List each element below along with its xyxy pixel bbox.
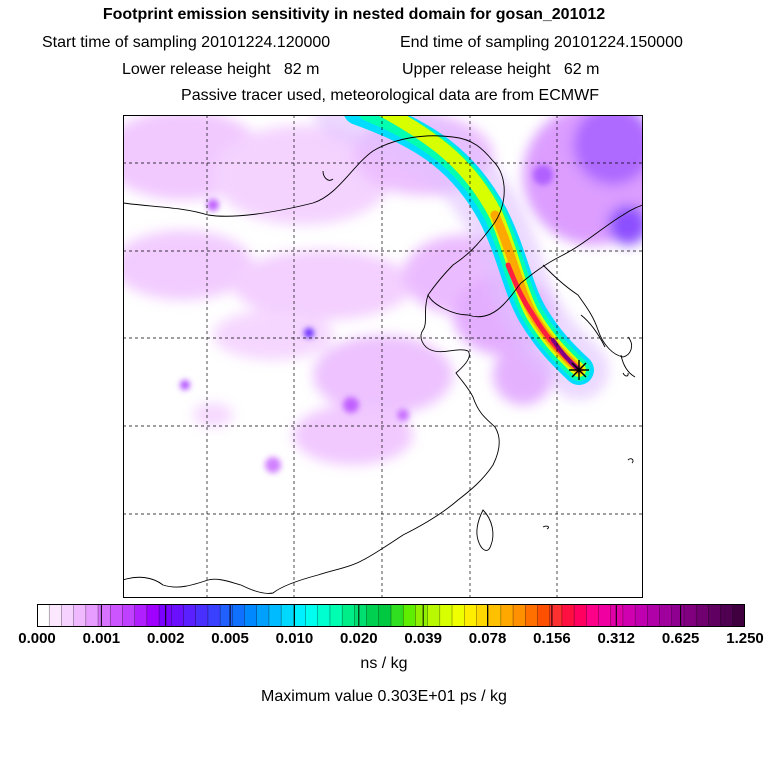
colorbar-tick-label: 0.020 xyxy=(340,630,378,647)
colorbar-swatch xyxy=(415,604,429,627)
colorbar-swatch xyxy=(329,604,343,627)
end-time-label: End time of sampling 20101224.150000 xyxy=(400,34,683,51)
plot-title: Footprint emission sensitivity in nested… xyxy=(102,6,606,23)
colorbar-swatch xyxy=(85,604,99,627)
colorbar-swatch xyxy=(598,604,612,627)
colorbar-swatch xyxy=(342,604,355,627)
colorbar-swatch xyxy=(37,604,50,627)
colorbar-swatch xyxy=(488,604,502,627)
colorbar-swatch xyxy=(293,604,307,627)
colorbar-swatch xyxy=(525,604,539,627)
colorbar-swatch xyxy=(305,604,319,627)
upper-release-label: Upper release height 62 m xyxy=(402,61,600,78)
colorbar-swatch xyxy=(232,604,246,627)
colorbar-swatch xyxy=(73,604,87,627)
colorbar-swatch xyxy=(439,604,453,627)
colorbar-tick-label: 0.010 xyxy=(275,630,314,647)
colorbar-tick-label: 0.078 xyxy=(468,630,507,647)
sensitivity-field xyxy=(123,115,643,465)
start-time-label: Start time of sampling 20101224.120000 xyxy=(42,34,331,51)
colorbar-swatch xyxy=(464,604,478,627)
colorbar-swatch xyxy=(244,604,258,627)
colorbar-swatch xyxy=(574,604,587,627)
colorbar-swatch xyxy=(635,604,648,627)
units-label: ns / kg xyxy=(360,655,408,672)
colorbar-swatch xyxy=(195,604,209,627)
colorbar-swatch xyxy=(317,604,331,627)
colorbar-swatch xyxy=(647,604,661,627)
colorbar-swatch xyxy=(281,604,294,627)
colorbar-swatch xyxy=(549,604,563,627)
colorbar-tick-label: 0.000 xyxy=(18,630,56,647)
max-value-label: Maximum value 0.303E+01 ps / kg xyxy=(261,688,507,705)
colorbar-swatch xyxy=(561,604,575,627)
coastlines xyxy=(123,135,643,594)
colorbar-swatch xyxy=(476,604,490,627)
colorbar-tick-label: 0.001 xyxy=(82,630,121,647)
colorbar-swatch xyxy=(622,604,636,627)
colorbar-tick-label: 1.250 xyxy=(726,630,764,647)
star-cross-icon xyxy=(569,360,589,380)
colorbar-swatch xyxy=(696,604,709,627)
colorbar-tick-label: 0.039 xyxy=(404,630,442,647)
colorbar-tick-label: 0.625 xyxy=(661,630,700,647)
colorbar-swatch xyxy=(659,604,673,627)
colorbar-swatch xyxy=(452,604,465,627)
graticule xyxy=(123,115,643,598)
sensitivity-hotspots xyxy=(180,165,553,473)
colorbar-swatch xyxy=(110,604,124,627)
colorbar-swatch xyxy=(378,604,392,627)
colorbar-swatch xyxy=(354,604,368,627)
colorbar-swatch xyxy=(427,604,441,627)
colorbar-tick-label: 0.156 xyxy=(533,630,571,647)
colorbar-swatch xyxy=(171,604,185,627)
colorbar-swatch xyxy=(720,604,734,627)
colorbar-swatch xyxy=(403,604,417,627)
colorbar-tick-label: 0.312 xyxy=(597,630,636,647)
colorbar-swatch xyxy=(391,604,404,627)
colorbar-swatch xyxy=(586,604,600,627)
colorbar-swatch xyxy=(98,604,111,627)
colorbar-swatch xyxy=(610,604,624,627)
tracer-note: Passive tracer used, meteorological data… xyxy=(181,87,599,104)
colorbar-swatch xyxy=(732,604,745,627)
colorbar-swatch xyxy=(513,604,526,627)
lower-release-label: Lower release height 82 m xyxy=(122,61,320,78)
colorbar-swatch xyxy=(268,604,282,627)
colorbar-swatch xyxy=(708,604,722,627)
colorbar-swatch xyxy=(207,604,221,627)
colorbar-swatch xyxy=(134,604,148,627)
colorbar-swatch xyxy=(256,604,270,627)
colorbar-swatch xyxy=(671,604,685,627)
colorbar-swatch xyxy=(146,604,160,627)
colorbar-tick-label: 0.005 xyxy=(211,630,249,647)
emission-plume xyxy=(313,115,609,400)
footprint-map xyxy=(123,115,643,598)
colorbar xyxy=(37,604,745,627)
colorbar-swatch xyxy=(220,604,233,627)
colorbar-swatch xyxy=(683,604,697,627)
colorbar-swatch xyxy=(183,604,197,627)
colorbar-swatch xyxy=(500,604,514,627)
colorbar-swatch xyxy=(366,604,380,627)
colorbar-swatch xyxy=(49,604,63,627)
colorbar-tick-label: 0.002 xyxy=(146,630,185,647)
colorbar-swatch xyxy=(537,604,551,627)
map-frame xyxy=(123,115,643,598)
colorbar-swatch xyxy=(122,604,136,627)
colorbar-swatch xyxy=(61,604,75,627)
